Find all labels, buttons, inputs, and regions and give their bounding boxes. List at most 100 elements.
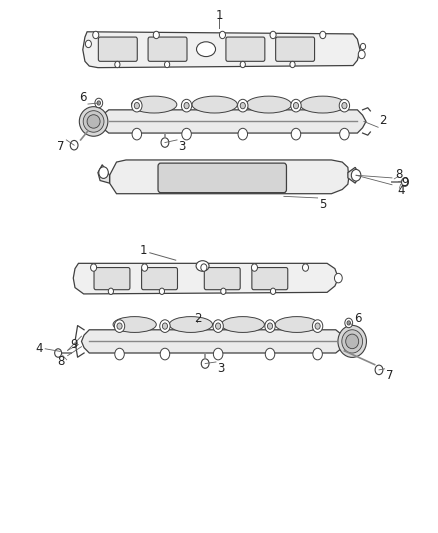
Circle shape bbox=[339, 99, 350, 112]
Circle shape bbox=[240, 61, 245, 68]
Circle shape bbox=[153, 31, 159, 39]
FancyBboxPatch shape bbox=[99, 37, 137, 61]
Text: 9: 9 bbox=[401, 175, 409, 189]
Ellipse shape bbox=[196, 261, 209, 271]
Text: 6: 6 bbox=[79, 91, 87, 104]
Text: 7: 7 bbox=[57, 140, 65, 153]
Polygon shape bbox=[73, 263, 338, 294]
Circle shape bbox=[342, 102, 347, 109]
Circle shape bbox=[360, 43, 366, 50]
Ellipse shape bbox=[221, 317, 265, 333]
Circle shape bbox=[238, 128, 247, 140]
Polygon shape bbox=[348, 167, 360, 183]
Circle shape bbox=[114, 320, 125, 333]
Ellipse shape bbox=[197, 42, 215, 56]
Circle shape bbox=[108, 288, 113, 294]
Text: 1: 1 bbox=[215, 10, 223, 22]
Circle shape bbox=[97, 101, 100, 105]
Circle shape bbox=[201, 359, 209, 368]
Ellipse shape bbox=[83, 111, 104, 132]
Circle shape bbox=[240, 102, 245, 109]
Circle shape bbox=[315, 323, 320, 329]
Circle shape bbox=[182, 128, 191, 140]
Circle shape bbox=[93, 31, 99, 39]
FancyBboxPatch shape bbox=[204, 268, 240, 290]
Ellipse shape bbox=[131, 96, 177, 113]
Circle shape bbox=[134, 102, 139, 109]
Circle shape bbox=[184, 102, 189, 109]
FancyBboxPatch shape bbox=[141, 268, 177, 290]
Text: 8: 8 bbox=[57, 355, 65, 368]
FancyBboxPatch shape bbox=[276, 37, 314, 61]
Circle shape bbox=[251, 264, 258, 271]
Circle shape bbox=[270, 288, 276, 294]
FancyBboxPatch shape bbox=[94, 268, 130, 290]
Circle shape bbox=[291, 99, 301, 112]
Circle shape bbox=[213, 320, 223, 333]
Circle shape bbox=[313, 348, 322, 360]
Text: 2: 2 bbox=[194, 312, 201, 325]
Circle shape bbox=[265, 348, 275, 360]
Text: 4: 4 bbox=[397, 183, 404, 197]
Polygon shape bbox=[83, 32, 360, 68]
Circle shape bbox=[141, 264, 148, 271]
Circle shape bbox=[237, 99, 248, 112]
Ellipse shape bbox=[169, 317, 212, 333]
Ellipse shape bbox=[246, 96, 291, 113]
Ellipse shape bbox=[192, 96, 237, 113]
Circle shape bbox=[268, 323, 272, 329]
Circle shape bbox=[219, 31, 226, 39]
Text: 3: 3 bbox=[218, 362, 225, 375]
Circle shape bbox=[132, 128, 141, 140]
Circle shape bbox=[117, 323, 122, 329]
Circle shape bbox=[339, 128, 349, 140]
Ellipse shape bbox=[342, 330, 363, 353]
Circle shape bbox=[320, 31, 326, 39]
Text: 2: 2 bbox=[380, 115, 387, 127]
Polygon shape bbox=[99, 110, 366, 133]
Ellipse shape bbox=[113, 317, 156, 333]
Circle shape bbox=[162, 323, 168, 329]
Circle shape bbox=[99, 167, 108, 179]
Polygon shape bbox=[81, 330, 345, 353]
Polygon shape bbox=[98, 165, 110, 183]
Text: 7: 7 bbox=[386, 369, 394, 382]
Circle shape bbox=[160, 348, 170, 360]
Text: 4: 4 bbox=[36, 342, 43, 356]
Circle shape bbox=[70, 140, 78, 150]
Circle shape bbox=[312, 320, 323, 333]
Circle shape bbox=[345, 318, 353, 328]
Circle shape bbox=[303, 264, 308, 271]
Text: 9: 9 bbox=[71, 338, 78, 351]
Circle shape bbox=[132, 99, 142, 112]
Text: 1: 1 bbox=[140, 244, 147, 257]
Circle shape bbox=[55, 349, 62, 357]
Ellipse shape bbox=[87, 115, 100, 128]
Circle shape bbox=[85, 40, 92, 47]
Circle shape bbox=[115, 348, 124, 360]
Circle shape bbox=[221, 288, 226, 294]
FancyBboxPatch shape bbox=[226, 37, 265, 61]
Circle shape bbox=[201, 264, 207, 271]
Circle shape bbox=[402, 178, 408, 187]
Circle shape bbox=[335, 273, 342, 283]
Ellipse shape bbox=[79, 107, 108, 136]
Text: 5: 5 bbox=[319, 198, 326, 211]
Circle shape bbox=[347, 321, 350, 325]
Circle shape bbox=[375, 365, 383, 375]
Circle shape bbox=[351, 169, 361, 181]
Circle shape bbox=[181, 99, 192, 112]
Circle shape bbox=[159, 288, 165, 294]
Circle shape bbox=[161, 138, 169, 147]
Circle shape bbox=[265, 320, 275, 333]
Circle shape bbox=[358, 50, 365, 59]
Circle shape bbox=[160, 320, 170, 333]
Circle shape bbox=[270, 31, 276, 39]
Text: 6: 6 bbox=[353, 312, 361, 325]
FancyBboxPatch shape bbox=[158, 163, 286, 192]
Circle shape bbox=[165, 61, 170, 68]
Circle shape bbox=[91, 264, 97, 271]
FancyBboxPatch shape bbox=[252, 268, 288, 290]
Circle shape bbox=[215, 323, 221, 329]
Ellipse shape bbox=[275, 317, 318, 333]
